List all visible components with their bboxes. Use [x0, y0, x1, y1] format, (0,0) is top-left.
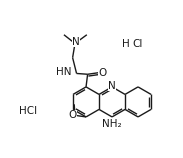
Text: N: N	[108, 81, 116, 91]
Text: NH₂: NH₂	[102, 119, 122, 129]
Text: O: O	[98, 68, 106, 78]
Text: HCl: HCl	[19, 106, 37, 116]
Text: Cl: Cl	[132, 39, 143, 49]
Text: N: N	[72, 36, 80, 47]
Text: O: O	[68, 110, 77, 120]
Text: HN: HN	[56, 67, 72, 77]
Text: H: H	[122, 39, 130, 49]
